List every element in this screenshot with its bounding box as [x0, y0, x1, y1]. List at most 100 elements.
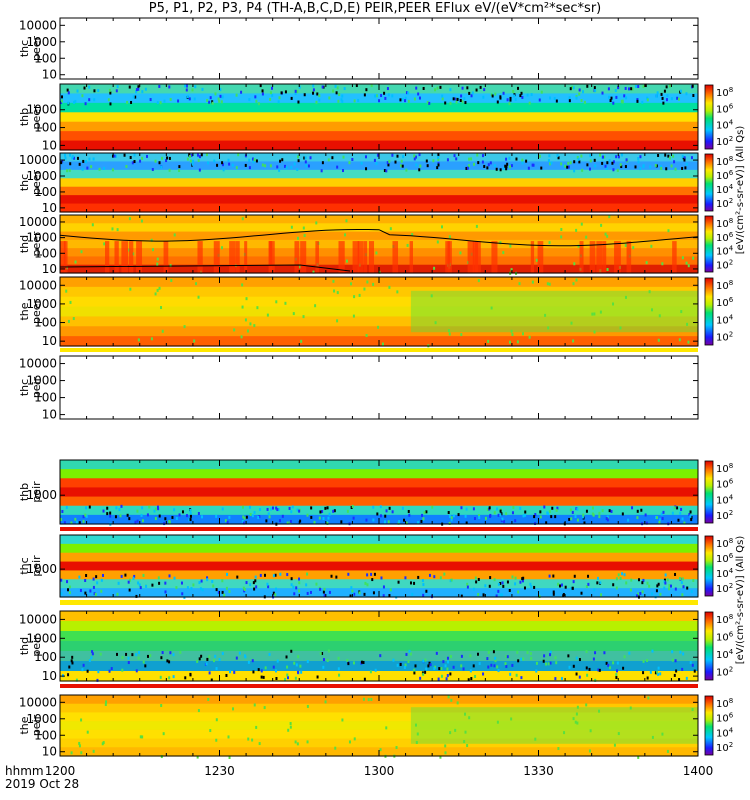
- spectrogram-pixel: [297, 100, 300, 104]
- spectrogram-pixel: [178, 513, 181, 517]
- spectrogram-pixel: [180, 581, 183, 585]
- spectrogram-pixel: [473, 517, 476, 521]
- spectrogram-pixel: [103, 166, 106, 170]
- spectrogram-pixel: [449, 672, 452, 676]
- spectrogram-pixel: [126, 513, 129, 517]
- spectrogram-pixel: [666, 749, 669, 753]
- spectrogram-pixel: [586, 163, 589, 167]
- spectrogram-pixel: [572, 580, 575, 584]
- spectrogram-pixel: [210, 678, 213, 682]
- spectrogram-pixel: [269, 97, 272, 101]
- spectrogram-pixel: [67, 319, 70, 323]
- spectrogram-pixel: [573, 262, 576, 266]
- spectrogram-streak: [614, 241, 621, 273]
- spectrogram-pixel: [148, 505, 151, 509]
- spectrogram-pixel: [636, 592, 639, 596]
- spectrogram-pixel: [576, 507, 579, 511]
- spectrogram-pixel: [407, 99, 410, 103]
- spectrogram-pixel: [247, 660, 250, 664]
- spectrogram-pixel: [175, 516, 178, 520]
- spectrogram-pixel: [664, 153, 667, 157]
- spectrogram-pixel: [137, 656, 140, 660]
- spectrogram-pixel: [363, 93, 366, 97]
- spectrogram-pixel: [389, 588, 392, 592]
- spectrogram-pixel: [571, 510, 574, 514]
- spectrogram-pixel: [671, 658, 674, 662]
- spectrogram-pixel: [499, 581, 502, 585]
- spectrogram-pixel: [637, 755, 640, 759]
- spectrogram-pixel: [118, 508, 121, 512]
- spectrogram-pixel: [637, 157, 640, 161]
- spectrogram-streak: [530, 241, 535, 273]
- spectrogram-pixel: [96, 678, 99, 682]
- spectrogram-pixel: [580, 222, 583, 226]
- spectrogram-pixel: [662, 510, 665, 514]
- spectrogram-pixel: [419, 164, 422, 168]
- x-tick-label: 1330: [523, 764, 554, 778]
- spectrogram-pixel: [517, 659, 520, 663]
- spectrogram-pixel: [463, 97, 466, 101]
- spectrogram-pixel: [639, 592, 642, 596]
- spectrogram-band: [60, 552, 698, 563]
- spectrogram-pixel: [447, 329, 450, 333]
- spectrogram-pixel: [437, 163, 440, 167]
- spectrogram-pixel: [505, 654, 508, 658]
- separator-bar: [60, 527, 698, 531]
- spectrogram-pixel: [344, 233, 347, 237]
- spectrogram-pixel: [465, 166, 468, 170]
- spectrogram-pixel: [404, 576, 407, 580]
- spectrogram-pixel: [75, 678, 78, 682]
- spectrogram-pixel: [209, 96, 212, 100]
- spectrogram-pixel: [502, 91, 505, 95]
- spectrogram-pixel: [392, 658, 395, 662]
- spectrogram-streak: [596, 241, 603, 273]
- spectrogram-pixel: [243, 587, 246, 591]
- spectrogram-pixel: [655, 589, 658, 593]
- spectrogram-pixel: [275, 506, 278, 510]
- spectrogram-pixel: [168, 519, 171, 523]
- spectrogram-pixel: [452, 665, 455, 669]
- spectrogram-pixel: [192, 159, 195, 163]
- spectrogram-pixel: [191, 88, 194, 92]
- spectrogram-pixel: [113, 154, 116, 158]
- spectrogram-pixel: [434, 88, 437, 92]
- spectrogram-pixel: [205, 662, 208, 666]
- spectrogram-pixel: [345, 219, 348, 223]
- spectrogram-pixel: [227, 158, 230, 162]
- spectrogram-pixel: [448, 235, 451, 239]
- spectrogram-pixel: [605, 661, 608, 665]
- spectrogram-pixel: [373, 572, 376, 576]
- spectrogram-pixel: [499, 168, 502, 172]
- spectrogram-pixel: [509, 672, 512, 676]
- spectrogram-pixel: [479, 85, 482, 89]
- spectrogram-pixel: [578, 675, 581, 679]
- spectrogram-pixel: [86, 730, 89, 734]
- spectrogram-pixel: [140, 513, 143, 517]
- spectrogram-pixel: [215, 738, 218, 742]
- spectrogram-pixel: [553, 96, 556, 100]
- y-tick-label: 10000: [19, 612, 57, 626]
- colorbar: [704, 695, 714, 756]
- spectrogram-pixel: [235, 166, 238, 170]
- spectrogram-streak: [467, 241, 475, 273]
- spectrogram-pixel: [494, 656, 497, 660]
- spectrogram-pixel: [440, 674, 443, 678]
- spectrogram-pixel: [440, 667, 443, 671]
- spectrogram-pixel: [168, 85, 171, 89]
- spectrogram-pixel: [207, 697, 210, 701]
- spectrogram-pixel: [486, 508, 489, 512]
- spectrogram-pixel: [244, 318, 247, 322]
- spectrogram-pixel: [533, 515, 536, 519]
- spectrogram-pixel: [615, 675, 618, 679]
- spectrogram-pixel: [305, 164, 308, 168]
- spectrogram-pixel: [658, 520, 661, 524]
- spectrogram-pixel: [355, 84, 358, 88]
- spectrogram-pixel: [298, 577, 301, 581]
- spectrogram-pixel: [560, 162, 563, 166]
- spectrogram-pixel: [251, 514, 254, 518]
- spectrogram-pixel: [560, 227, 563, 231]
- spectrogram-pixel: [386, 87, 389, 91]
- spectrogram-pixel: [296, 90, 299, 94]
- spectrogram-pixel: [243, 516, 246, 520]
